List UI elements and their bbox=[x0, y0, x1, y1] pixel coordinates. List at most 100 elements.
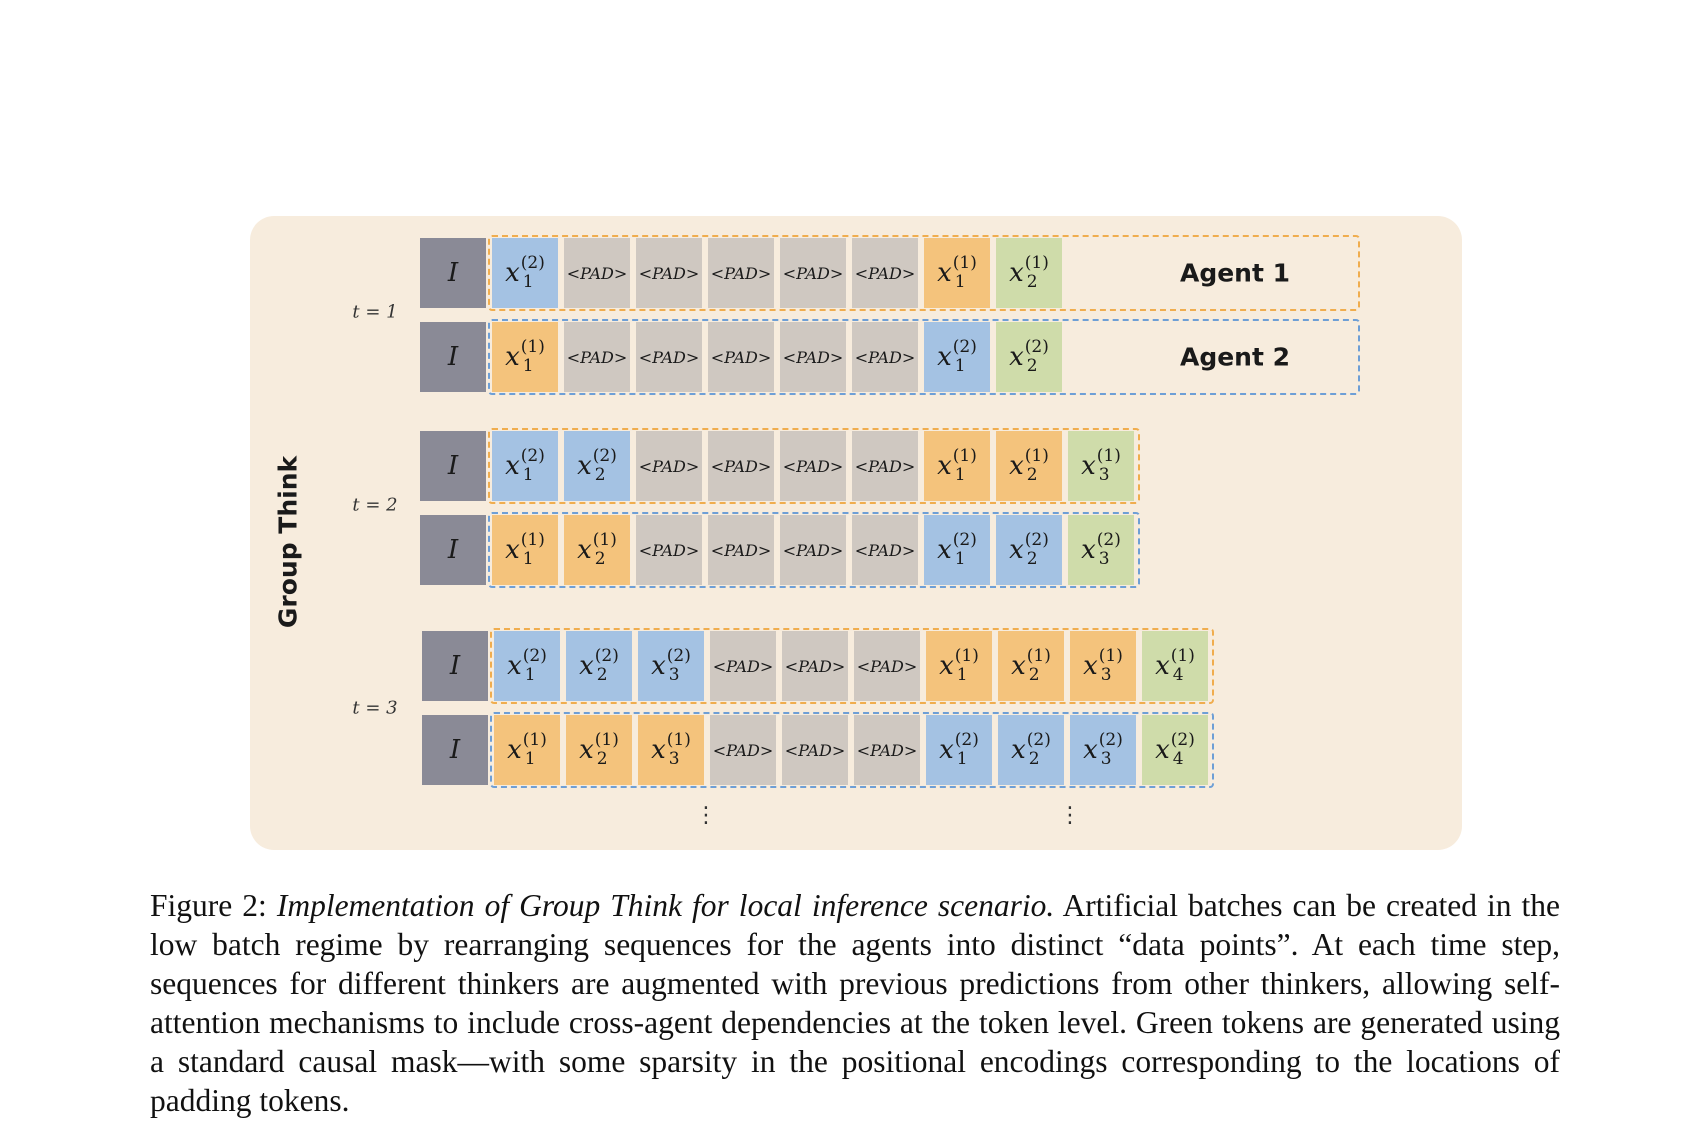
token-position-index: 1 bbox=[522, 272, 534, 292]
token-agent-index: (1) bbox=[1024, 253, 1049, 273]
pad-token: <PAD> bbox=[852, 431, 918, 501]
time-step-label: t = 2 bbox=[352, 494, 398, 516]
token-indices: (1) 2 bbox=[595, 732, 619, 768]
green-token: x (2) 2 bbox=[996, 322, 1062, 392]
token-position-index: 3 bbox=[1100, 665, 1112, 685]
token-agent-index: (2) bbox=[1026, 730, 1051, 750]
token-agent-index: (1) bbox=[520, 337, 545, 357]
token-agent-index: (2) bbox=[594, 646, 619, 666]
orange-token: x (1) 1 bbox=[492, 322, 558, 392]
token-symbol: x (2) 1 bbox=[505, 255, 545, 291]
continuation-ellipsis: ⋮ bbox=[695, 803, 717, 828]
caption-label: Figure 2: bbox=[150, 888, 267, 923]
pad-token: <PAD> bbox=[780, 515, 846, 585]
token-indices: (1) 1 bbox=[523, 732, 547, 768]
token-indices: (1) 1 bbox=[521, 532, 545, 568]
token-variable: x bbox=[1155, 735, 1170, 765]
token-agent-index: (2) bbox=[520, 446, 545, 466]
agent-sequence-frame bbox=[490, 712, 1214, 788]
token-variable: x bbox=[1011, 651, 1026, 681]
token-indices: (1) 1 bbox=[955, 648, 979, 684]
instruction-token: I bbox=[422, 715, 488, 785]
token-agent-index: (1) bbox=[522, 730, 547, 750]
instruction-token: I bbox=[420, 322, 486, 392]
token-agent-index: (2) bbox=[952, 337, 977, 357]
blue-token: x (2) 1 bbox=[494, 631, 560, 701]
token-symbol: x (1) 1 bbox=[505, 532, 545, 568]
agent-sequence-frame bbox=[488, 428, 1140, 504]
pad-token: <PAD> bbox=[710, 715, 776, 785]
token-position-index: 3 bbox=[1100, 749, 1112, 769]
token-variable: x bbox=[1009, 535, 1024, 565]
pad-token: <PAD> bbox=[854, 631, 920, 701]
token-symbol: x (1) 4 bbox=[1155, 648, 1195, 684]
token-position-index: 3 bbox=[668, 749, 680, 769]
token-position-index: 1 bbox=[954, 272, 966, 292]
token-agent-index: (2) bbox=[1098, 730, 1123, 750]
token-agent-index: (1) bbox=[666, 730, 691, 750]
agent-sequence-frame bbox=[488, 512, 1140, 588]
orange-token: x (1) 2 bbox=[564, 515, 630, 585]
token-position-index: 2 bbox=[1028, 665, 1040, 685]
token-position-index: 1 bbox=[956, 749, 968, 769]
blue-token: x (2) 1 bbox=[924, 515, 990, 585]
pad-token: <PAD> bbox=[636, 431, 702, 501]
token-indices: (1) 2 bbox=[593, 532, 617, 568]
token-symbol: x (1) 2 bbox=[577, 532, 617, 568]
blue-token: x (2) 3 bbox=[638, 631, 704, 701]
token-variable: x bbox=[1011, 735, 1026, 765]
pad-token: <PAD> bbox=[708, 431, 774, 501]
token-indices: (1) 3 bbox=[1099, 648, 1123, 684]
token-indices: (2) 2 bbox=[593, 448, 617, 484]
caption-body: Artificial batches can be created in the… bbox=[150, 888, 1561, 1118]
token-agent-index: (1) bbox=[1096, 446, 1121, 466]
token-variable: x bbox=[651, 651, 666, 681]
token-agent-index: (1) bbox=[592, 530, 617, 550]
token-agent-index: (2) bbox=[522, 646, 547, 666]
token-agent-index: (1) bbox=[954, 646, 979, 666]
token-position-index: 4 bbox=[1172, 749, 1184, 769]
token-agent-index: (1) bbox=[1098, 646, 1123, 666]
token-indices: (2) 1 bbox=[521, 255, 545, 291]
blue-token: x (2) 2 bbox=[564, 431, 630, 501]
token-variable: x bbox=[507, 735, 522, 765]
orange-token: x (1) 1 bbox=[924, 238, 990, 308]
pad-token: <PAD> bbox=[564, 322, 630, 392]
token-indices: (2) 2 bbox=[595, 648, 619, 684]
token-symbol: x (2) 3 bbox=[1083, 732, 1123, 768]
token-agent-index: (2) bbox=[1024, 530, 1049, 550]
token-variable: x bbox=[937, 258, 952, 288]
agent-sequence-frame bbox=[490, 628, 1214, 704]
token-variable: x bbox=[505, 342, 520, 372]
token-symbol: x (2) 3 bbox=[1081, 532, 1121, 568]
time-step-label: t = 1 bbox=[352, 301, 398, 323]
token-variable: x bbox=[939, 735, 954, 765]
token-indices: (1) 1 bbox=[953, 255, 977, 291]
orange-token: x (1) 1 bbox=[494, 715, 560, 785]
token-variable: x bbox=[651, 735, 666, 765]
token-position-index: 2 bbox=[1026, 465, 1038, 485]
token-agent-index: (2) bbox=[954, 730, 979, 750]
token-symbol: x (2) 2 bbox=[1009, 532, 1049, 568]
token-symbol: x (1) 2 bbox=[1009, 448, 1049, 484]
token-variable: x bbox=[1081, 451, 1096, 481]
token-variable: x bbox=[505, 258, 520, 288]
token-position-index: 2 bbox=[594, 549, 606, 569]
token-position-index: 2 bbox=[1026, 356, 1038, 376]
blue-token: x (2) 3 bbox=[1070, 715, 1136, 785]
token-indices: (2) 4 bbox=[1171, 732, 1195, 768]
orange-token: x (1) 3 bbox=[1070, 631, 1136, 701]
token-symbol: x (2) 1 bbox=[937, 532, 977, 568]
token-indices: (2) 2 bbox=[1025, 339, 1049, 375]
token-position-index: 2 bbox=[1028, 749, 1040, 769]
token-variable: x bbox=[937, 342, 952, 372]
token-variable: x bbox=[577, 451, 592, 481]
token-indices: (1) 2 bbox=[1025, 448, 1049, 484]
token-position-index: 1 bbox=[522, 356, 534, 376]
token-indices: (1) 3 bbox=[1097, 448, 1121, 484]
token-position-index: 3 bbox=[1098, 465, 1110, 485]
token-symbol: x (2) 2 bbox=[577, 448, 617, 484]
token-symbol: x (1) 2 bbox=[1011, 648, 1051, 684]
token-indices: (1) 2 bbox=[1027, 648, 1051, 684]
pad-token: <PAD> bbox=[780, 431, 846, 501]
